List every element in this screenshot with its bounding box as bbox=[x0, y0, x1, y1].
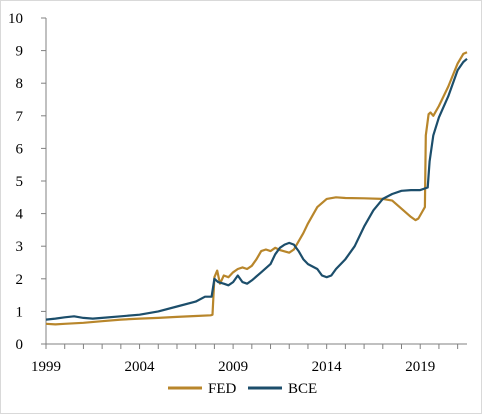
y-tick-label: 9 bbox=[16, 44, 24, 60]
legend-label-fed: FED bbox=[208, 381, 237, 397]
y-tick-label: 8 bbox=[16, 76, 24, 92]
y-tick-label: 7 bbox=[16, 109, 24, 125]
series-lines bbox=[45, 51, 468, 326]
legend-label-bce: BCE bbox=[288, 381, 317, 397]
series-line-bce bbox=[45, 57, 468, 321]
y-tick-label: 2 bbox=[16, 272, 24, 288]
x-tick-label: 2009 bbox=[218, 359, 248, 375]
x-tick-label: 2019 bbox=[405, 359, 435, 375]
y-tick-label: 6 bbox=[16, 141, 24, 157]
y-tick-label: 3 bbox=[16, 239, 24, 255]
y-tick-label: 1 bbox=[16, 304, 24, 320]
y-tick-label: 4 bbox=[16, 207, 24, 223]
y-tick-label: 10 bbox=[8, 11, 23, 27]
x-tick-label: 2014 bbox=[312, 359, 343, 375]
y-tick-label: 0 bbox=[16, 337, 24, 353]
x-tick-label: 1999 bbox=[31, 359, 61, 375]
y-tick-label: 5 bbox=[16, 174, 24, 190]
series-line-fed bbox=[45, 51, 468, 326]
x-tick-label: 2004 bbox=[125, 359, 156, 375]
legend: FED BCE bbox=[168, 381, 317, 397]
x-axis: 1999 2004 2009 2014 2019 bbox=[31, 343, 467, 375]
y-axis: 0 1 2 3 4 5 6 7 8 9 10 bbox=[8, 11, 47, 353]
